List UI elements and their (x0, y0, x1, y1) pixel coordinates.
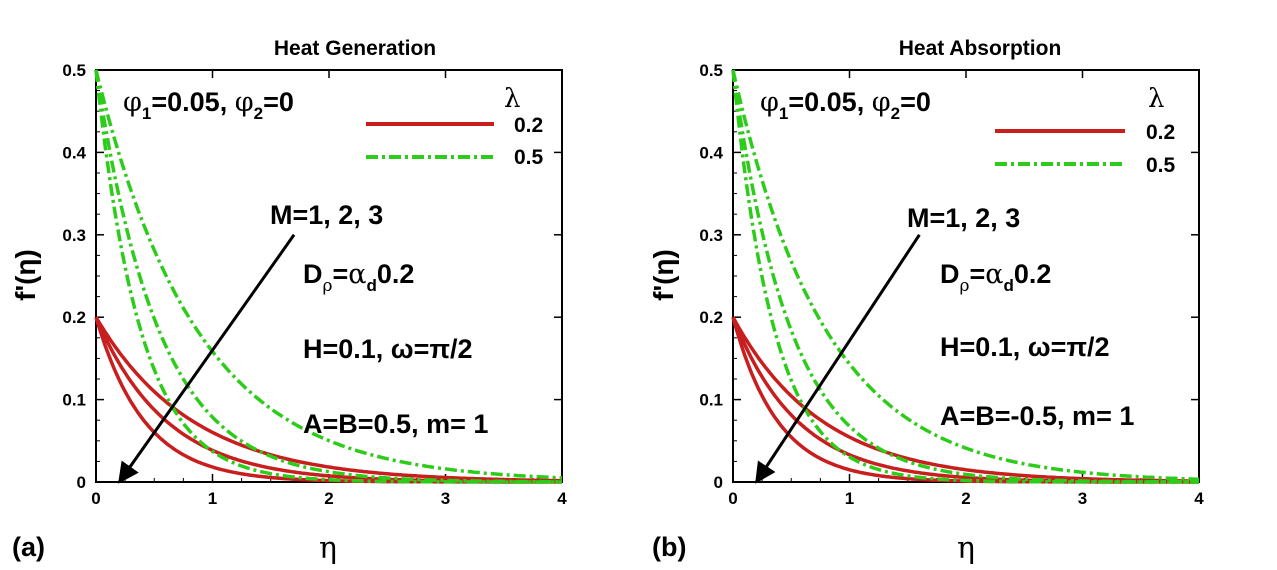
annotation-h-omega: H=0.1, ω=π/2 (303, 334, 473, 364)
y-tick-label: 0.4 (699, 143, 723, 162)
y-tick-label: 0.5 (62, 61, 86, 80)
tick-labels: 0 1 2 3 4 0 0.1 0.2 0.3 0.4 0.5 (62, 61, 567, 508)
y-tick-label: 0.3 (699, 226, 723, 245)
legend-title: λ (504, 84, 520, 114)
legend-entry-1: 0.2 (1146, 121, 1175, 144)
panel-label: (b) (652, 532, 686, 562)
series-line-dashdot (94, 69, 562, 484)
series-line-dashdot (94, 69, 563, 480)
tick-labels: 0 1 2 3 4 0 0.1 0.2 0.3 0.4 0.5 (699, 61, 1204, 508)
annotation-ab: A=B=-0.5, m= 1 (940, 401, 1134, 431)
y-axis-label: f'(η) (648, 249, 679, 301)
panel-label: (a) (12, 532, 45, 562)
y-axis-label: f'(η) (10, 249, 41, 301)
legend-entry-1: 0.2 (514, 114, 543, 137)
x-tick-label: 4 (1194, 489, 1204, 508)
chart-title: Heat Absorption (899, 37, 1062, 60)
series-line-dashdot (94, 69, 562, 484)
phi-params: φ1=0.05, φ2=0 (760, 87, 931, 123)
legend-entry-2: 0.5 (1146, 154, 1176, 177)
chart-title: Heat Generation (274, 37, 436, 60)
x-tick-label: 0 (728, 489, 737, 508)
series-line-dashdot (731, 69, 1199, 484)
x-tick-label: 1 (845, 489, 854, 508)
annotation-m: M=1, 2, 3 (907, 203, 1020, 233)
trend-arrow (118, 233, 296, 484)
x-tick-label: 0 (91, 489, 100, 508)
y-tick-label: 0.1 (62, 391, 86, 410)
x-tick-label: 3 (441, 489, 450, 508)
annotation-m: M=1, 2, 3 (270, 200, 383, 230)
trend-arrow (755, 233, 921, 484)
phi-params: φ1=0.05, φ2=0 (123, 87, 294, 123)
trend-arrow-line (118, 233, 296, 484)
legend-title: λ (1148, 84, 1164, 114)
curves (94, 69, 563, 484)
annotation-ab: A=B=0.5, m= 1 (303, 409, 488, 439)
curves (731, 69, 1199, 484)
panel-b: 0 1 2 3 4 0 0.1 0.2 0.3 0.4 0.5 Heat Absorption φ1… (648, 37, 1204, 566)
x-tick-label: 3 (1078, 489, 1087, 508)
series-line-dashdot (731, 69, 1199, 484)
x-tick-label: 2 (324, 489, 333, 508)
annotation-d-rho: Dρ=αd0.2 (303, 259, 414, 296)
y-tick-label: 0.5 (699, 61, 723, 80)
y-tick-label: 0 (714, 473, 723, 492)
x-axis-label: η (319, 531, 337, 566)
panel-a: 0 1 2 3 4 0 0.1 0.2 0.3 0.4 0.5 Heat Generation φ1… (10, 37, 567, 566)
y-tick-label: 0.1 (699, 391, 723, 410)
y-tick-label: 0.2 (699, 308, 723, 327)
y-tick-label: 0.3 (62, 226, 86, 245)
x-tick-label: 4 (557, 489, 567, 508)
y-tick-label: 0 (77, 473, 86, 492)
legend-entry-2: 0.5 (514, 146, 544, 169)
x-tick-label: 1 (208, 489, 217, 508)
y-tick-label: 0.4 (62, 143, 86, 162)
annotation-d-rho: Dρ=αd0.2 (940, 259, 1051, 296)
trend-arrow-line (755, 233, 921, 484)
annotation-h-omega: H=0.1, ω=π/2 (940, 332, 1110, 362)
series-line-dashdot (731, 69, 1199, 481)
y-tick-label: 0.2 (62, 308, 86, 327)
x-tick-label: 2 (961, 489, 970, 508)
x-axis-label: η (957, 531, 975, 566)
